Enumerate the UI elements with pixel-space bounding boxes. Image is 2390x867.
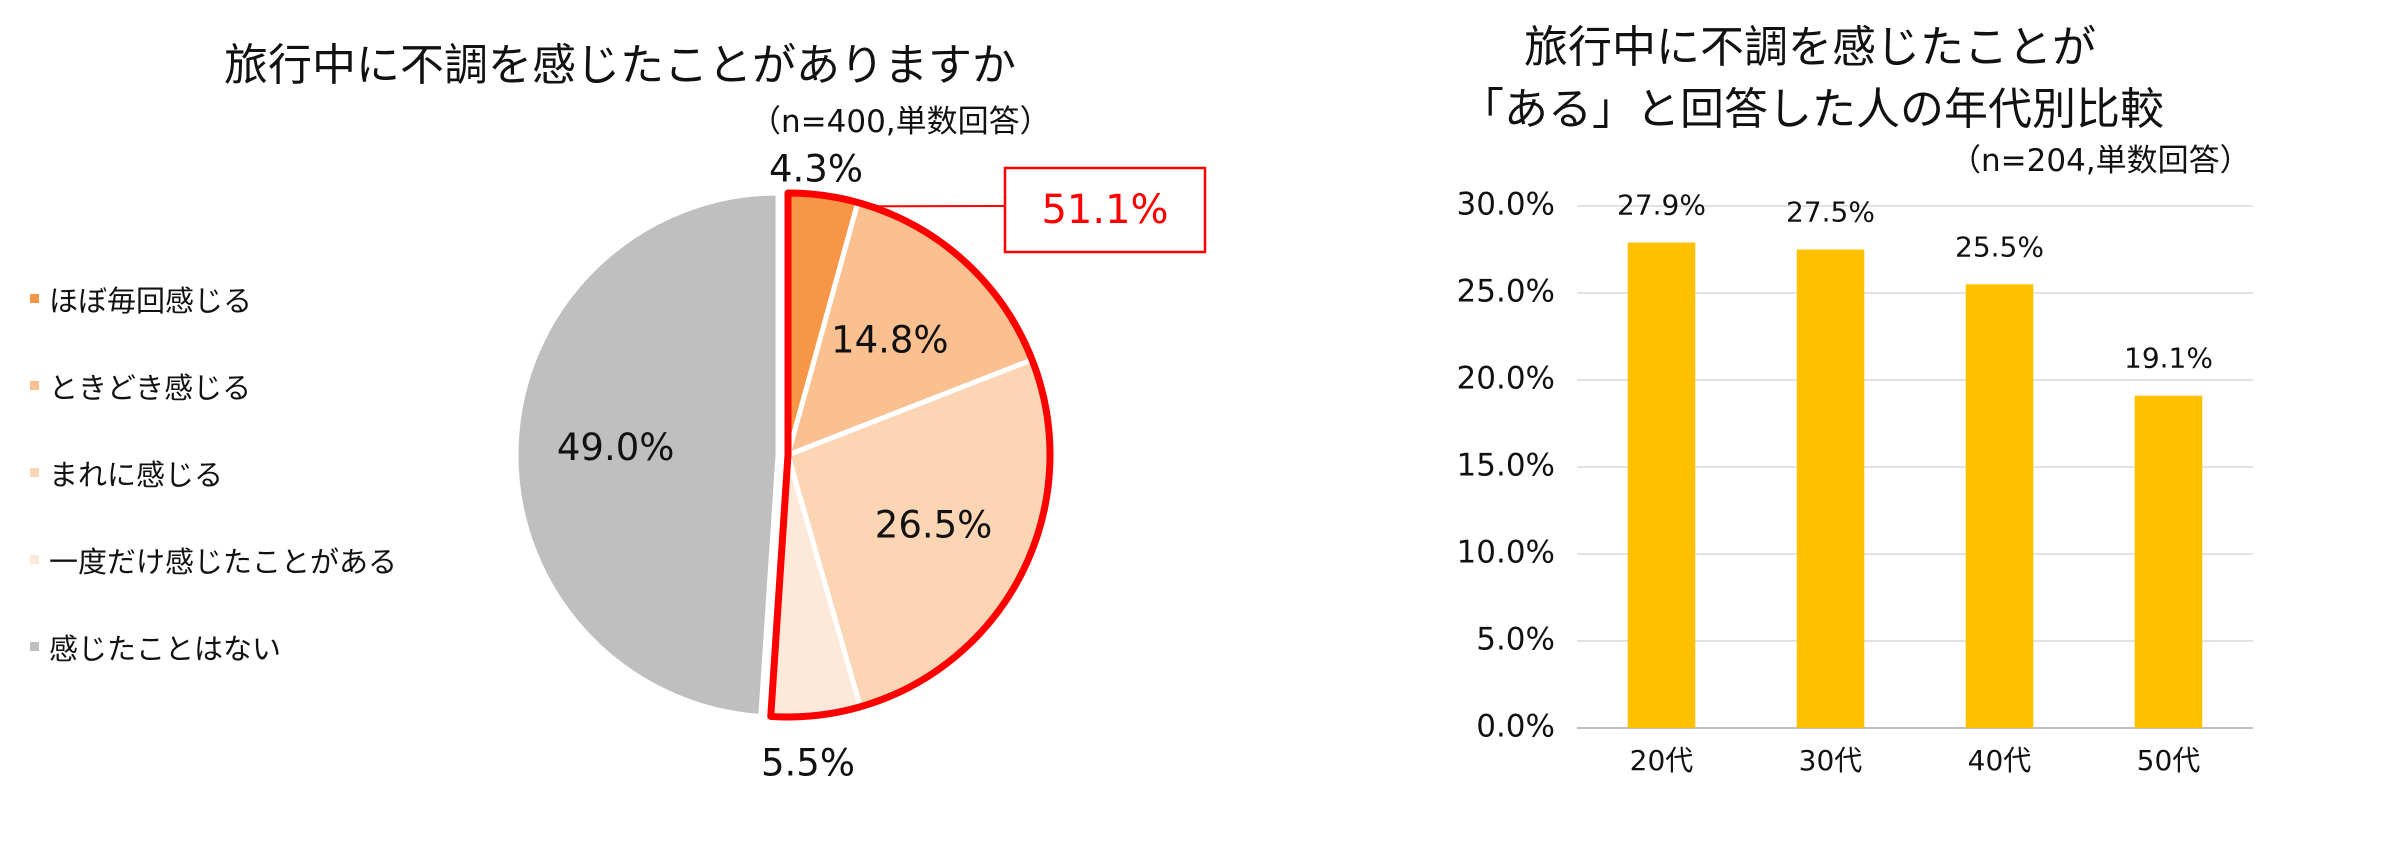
x-tick-label: 30代	[1799, 744, 1863, 777]
pie-legend: ほぼ毎回感じる ときどき感じる まれに感じる一度だけ感じたことがある 感じたことはない	[30, 255, 397, 690]
bar-value-label: 19.1%	[2124, 342, 2213, 375]
legend-item: 感じたことはない	[30, 603, 397, 690]
y-tick-label: 15.0%	[1457, 448, 1555, 484]
legend-label: ときどき感じる	[49, 370, 252, 405]
pie-value-label: 14.8%	[831, 319, 949, 362]
y-tick-label: 5.0%	[1476, 622, 1555, 658]
legend-swatch	[30, 468, 39, 477]
x-tick-label: 40代	[1968, 744, 2032, 777]
pie-value-label: 49.0%	[557, 426, 675, 469]
legend-label: ほぼ毎回感じる	[49, 283, 253, 318]
bar-value-label: 25.5%	[1955, 230, 2044, 263]
bar-chart-title-line-1: 旅行中に不調を感じたことが	[1524, 22, 2096, 73]
legend-item: ときどき感じる	[30, 342, 397, 429]
legend-swatch	[30, 381, 39, 390]
legend-swatch	[30, 555, 39, 564]
bar	[1965, 284, 2034, 728]
legend-label: まれに感じる	[49, 457, 224, 492]
bar-value-label: 27.5%	[1786, 196, 1875, 229]
pie-chart: 4.3% 14.8% 26.5% 5.5% 49.0% 51.1%	[513, 147, 1207, 785]
legend-item: 一度だけ感じたことがある	[30, 516, 397, 603]
bar	[2134, 395, 2203, 728]
bar	[1796, 249, 1865, 728]
bar-chart: 0.0% 5.0% 10.0% 15.0% 20.0% 25.0% 30.0% 27.9% 20…	[1457, 187, 2253, 777]
pie-value-label: 4.3%	[769, 148, 863, 191]
legend-swatch	[30, 294, 39, 303]
bar-chart-title-line-2: 「ある」と回答した人の年代別比較	[1460, 84, 2164, 135]
legend-label: 感じたことはない	[49, 631, 282, 666]
legend-swatch	[30, 642, 39, 651]
pie-value-label: 26.5%	[875, 504, 993, 547]
legend-label: 一度だけ感じたことがある	[49, 544, 398, 579]
y-tick-label: 10.0%	[1457, 535, 1555, 571]
callout-box	[1003, 166, 1207, 254]
pie-chart-subtitle: （n=400,単数回答）	[750, 104, 1051, 140]
legend-item: まれに感じる	[30, 429, 397, 516]
bar-value-label: 27.9%	[1617, 189, 1706, 222]
callout-label: 51.1%	[1041, 187, 1168, 233]
bar-chart-subtitle: （n=204,単数回答）	[1950, 143, 2251, 179]
pie-slice	[513, 190, 781, 720]
y-tick-label: 20.0%	[1457, 361, 1555, 397]
pie-value-label: 5.5%	[761, 742, 855, 785]
x-tick-label: 50代	[2137, 744, 2201, 777]
y-tick-label: 25.0%	[1457, 274, 1555, 310]
bar	[1627, 242, 1696, 729]
x-tick-label: 20代	[1630, 744, 1694, 777]
y-tick-label: 0.0%	[1476, 709, 1555, 745]
pie-chart-title: 旅行中に不調を感じたことがありますか	[224, 40, 1016, 91]
y-tick-label: 30.0%	[1457, 187, 1555, 223]
highlight-outline	[767, 189, 1054, 721]
legend-item: ほぼ毎回感じる	[30, 255, 397, 342]
